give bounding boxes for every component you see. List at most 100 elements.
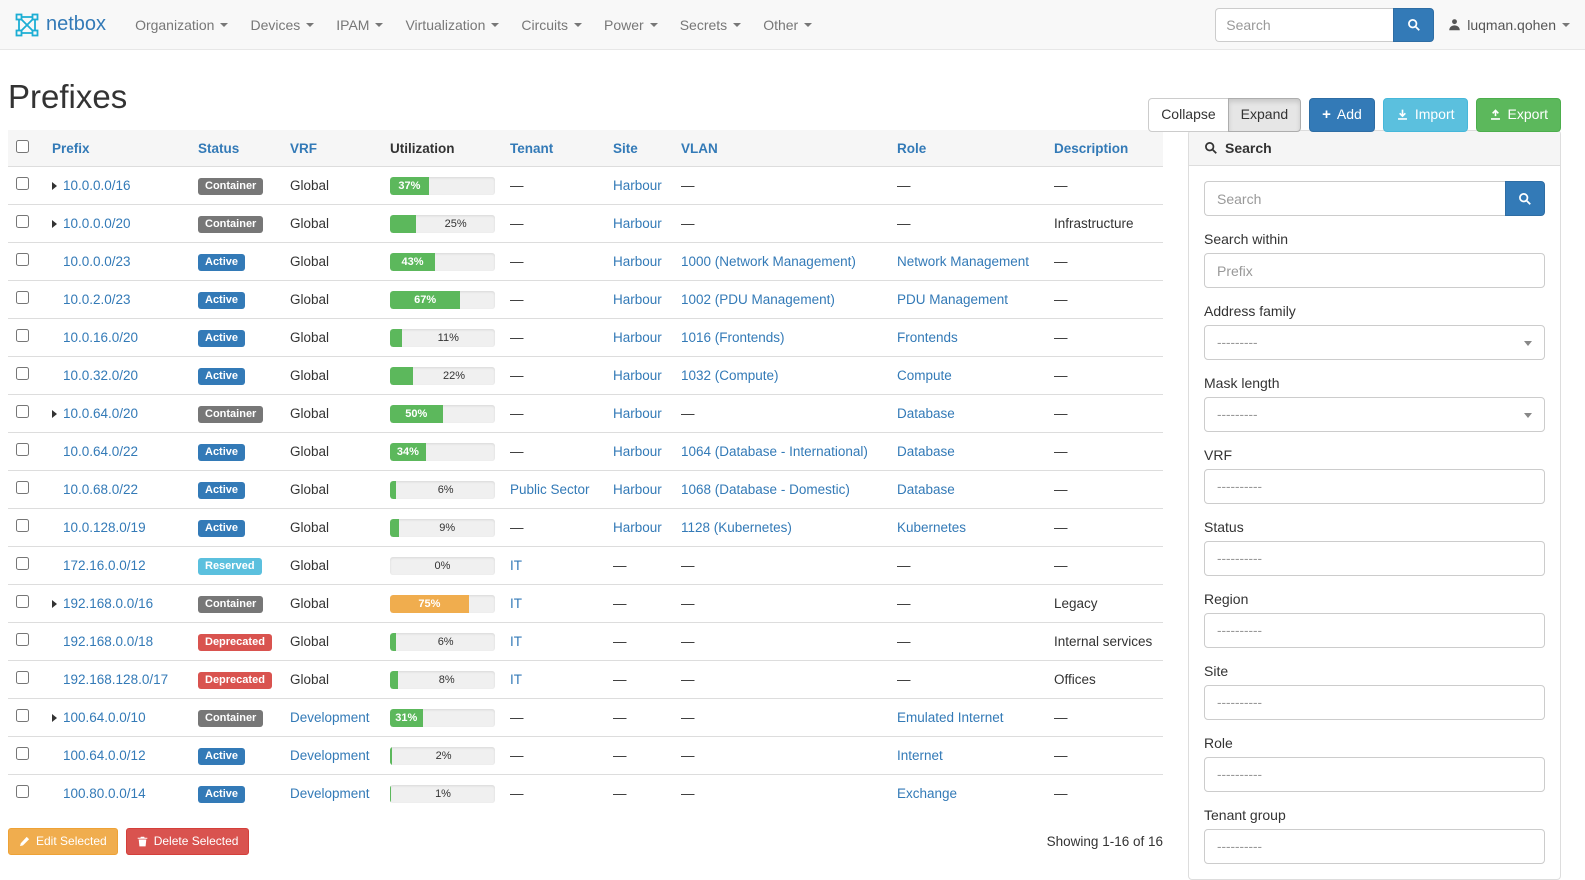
expand-caret-icon[interactable] xyxy=(52,599,57,608)
expand-button[interactable]: Expand xyxy=(1227,98,1302,132)
site-link[interactable]: Harbour xyxy=(613,253,662,269)
vlan-link[interactable]: 1032 (Compute) xyxy=(681,367,779,383)
tenant-link[interactable]: IT xyxy=(510,595,522,611)
tenant-link[interactable]: IT xyxy=(510,633,522,649)
row-checkbox[interactable] xyxy=(16,746,29,760)
sidebar-search-input[interactable] xyxy=(1204,181,1505,216)
filter-select-mask-length[interactable]: --------- xyxy=(1204,397,1545,432)
prefix-link[interactable]: 100.64.0.0/10 xyxy=(63,709,146,725)
nav-menu-ipam[interactable]: IPAM xyxy=(325,0,394,49)
filter-select-address-family[interactable]: --------- xyxy=(1204,325,1545,360)
prefix-link[interactable]: 10.0.64.0/22 xyxy=(63,443,139,459)
filter-select-tenant-group[interactable]: ---------- xyxy=(1204,829,1545,864)
role-link[interactable]: Database xyxy=(897,481,955,497)
filter-select-vrf[interactable]: ---------- xyxy=(1204,469,1545,504)
tenant-link[interactable]: IT xyxy=(510,557,522,573)
site-link[interactable]: Harbour xyxy=(613,443,662,459)
role-link[interactable]: Exchange xyxy=(897,785,958,801)
add-button[interactable]: + Add xyxy=(1309,98,1375,132)
sort-link[interactable]: Description xyxy=(1054,140,1129,156)
expand-caret-icon[interactable] xyxy=(52,409,57,418)
row-checkbox[interactable] xyxy=(16,556,29,570)
tenant-link[interactable]: Public Sector xyxy=(510,481,590,497)
role-link[interactable]: Internet xyxy=(897,747,943,763)
sort-link[interactable]: VLAN xyxy=(681,140,718,156)
vlan-link[interactable]: 1064 (Database - International) xyxy=(681,443,868,459)
filter-input-search-within[interactable] xyxy=(1204,253,1545,288)
nav-menu-organization[interactable]: Organization xyxy=(124,0,239,49)
row-checkbox[interactable] xyxy=(16,328,29,342)
site-link[interactable]: Harbour xyxy=(613,291,662,307)
site-link[interactable]: Harbour xyxy=(613,329,662,345)
prefix-link[interactable]: 100.64.0.0/12 xyxy=(63,747,146,763)
row-checkbox[interactable] xyxy=(16,252,29,266)
sort-link[interactable]: VRF xyxy=(290,140,317,156)
sidebar-search-button[interactable] xyxy=(1505,181,1545,216)
row-checkbox[interactable] xyxy=(16,784,29,798)
sort-link[interactable]: Role xyxy=(897,140,927,156)
role-link[interactable]: Kubernetes xyxy=(897,519,967,535)
vlan-link[interactable]: 1068 (Database - Domestic) xyxy=(681,481,850,497)
prefix-link[interactable]: 100.80.0.0/14 xyxy=(63,785,146,801)
site-link[interactable]: Harbour xyxy=(613,519,662,535)
import-button[interactable]: Import xyxy=(1382,98,1468,132)
role-link[interactable]: Compute xyxy=(897,367,952,383)
nav-menu-secrets[interactable]: Secrets xyxy=(669,0,752,49)
nav-menu-devices[interactable]: Devices xyxy=(239,0,325,49)
nav-menu-virtualization[interactable]: Virtualization xyxy=(394,0,510,49)
delete-selected-button[interactable]: Delete Selected xyxy=(125,828,250,856)
expand-caret-icon[interactable] xyxy=(52,181,57,190)
prefix-link[interactable]: 10.0.68.0/22 xyxy=(63,481,139,497)
navbar-search-input[interactable] xyxy=(1215,7,1394,42)
filter-select-role[interactable]: ---------- xyxy=(1204,757,1545,792)
vlan-link[interactable]: 1002 (PDU Management) xyxy=(681,291,835,307)
role-link[interactable]: Database xyxy=(897,405,955,421)
role-link[interactable]: Network Management xyxy=(897,253,1030,269)
vrf-link[interactable]: Development xyxy=(290,747,370,763)
row-checkbox[interactable] xyxy=(16,404,29,418)
row-checkbox[interactable] xyxy=(16,670,29,684)
prefix-link[interactable]: 10.0.0.0/20 xyxy=(63,215,131,231)
sort-link[interactable]: Tenant xyxy=(510,140,554,156)
export-button[interactable]: Export xyxy=(1475,98,1561,132)
role-link[interactable]: Frontends xyxy=(897,329,958,345)
row-checkbox[interactable] xyxy=(16,632,29,646)
vrf-link[interactable]: Development xyxy=(290,709,370,725)
vlan-link[interactable]: 1016 (Frontends) xyxy=(681,329,785,345)
select-all-checkbox[interactable] xyxy=(16,140,29,153)
prefix-link[interactable]: 192.168.0.0/18 xyxy=(63,633,154,649)
row-checkbox[interactable] xyxy=(16,442,29,456)
site-link[interactable]: Harbour xyxy=(613,367,662,383)
prefix-link[interactable]: 192.168.128.0/17 xyxy=(63,671,169,687)
row-checkbox[interactable] xyxy=(16,594,29,608)
role-link[interactable]: PDU Management xyxy=(897,291,1009,307)
filter-select-region[interactable]: ---------- xyxy=(1204,613,1545,648)
prefix-link[interactable]: 172.16.0.0/12 xyxy=(63,557,146,573)
collapse-button[interactable]: Collapse xyxy=(1148,98,1229,132)
prefix-link[interactable]: 10.0.64.0/20 xyxy=(63,405,139,421)
sort-link[interactable]: Prefix xyxy=(52,140,90,156)
site-link[interactable]: Harbour xyxy=(613,177,662,193)
edit-selected-button[interactable]: Edit Selected xyxy=(8,828,118,856)
nav-menu-other[interactable]: Other xyxy=(752,0,823,49)
site-link[interactable]: Harbour xyxy=(613,215,662,231)
expand-caret-icon[interactable] xyxy=(52,219,57,228)
role-link[interactable]: Database xyxy=(897,443,955,459)
row-checkbox[interactable] xyxy=(16,708,29,722)
filter-select-site[interactable]: ---------- xyxy=(1204,685,1545,720)
prefix-link[interactable]: 192.168.0.0/16 xyxy=(63,595,154,611)
user-menu[interactable]: luqman.qohen xyxy=(1448,17,1570,33)
site-link[interactable]: Harbour xyxy=(613,405,662,421)
row-checkbox[interactable] xyxy=(16,290,29,304)
row-checkbox[interactable] xyxy=(16,214,29,228)
nav-menu-circuits[interactable]: Circuits xyxy=(510,0,593,49)
netbox-brand[interactable]: netbox xyxy=(15,13,106,37)
tenant-link[interactable]: IT xyxy=(510,671,522,687)
site-link[interactable]: Harbour xyxy=(613,481,662,497)
prefix-link[interactable]: 10.0.0.0/16 xyxy=(63,177,131,193)
sort-link[interactable]: Status xyxy=(198,140,240,156)
prefix-link[interactable]: 10.0.2.0/23 xyxy=(63,291,131,307)
vlan-link[interactable]: 1000 (Network Management) xyxy=(681,253,856,269)
nav-menu-power[interactable]: Power xyxy=(593,0,669,49)
filter-select-status[interactable]: ---------- xyxy=(1204,541,1545,576)
